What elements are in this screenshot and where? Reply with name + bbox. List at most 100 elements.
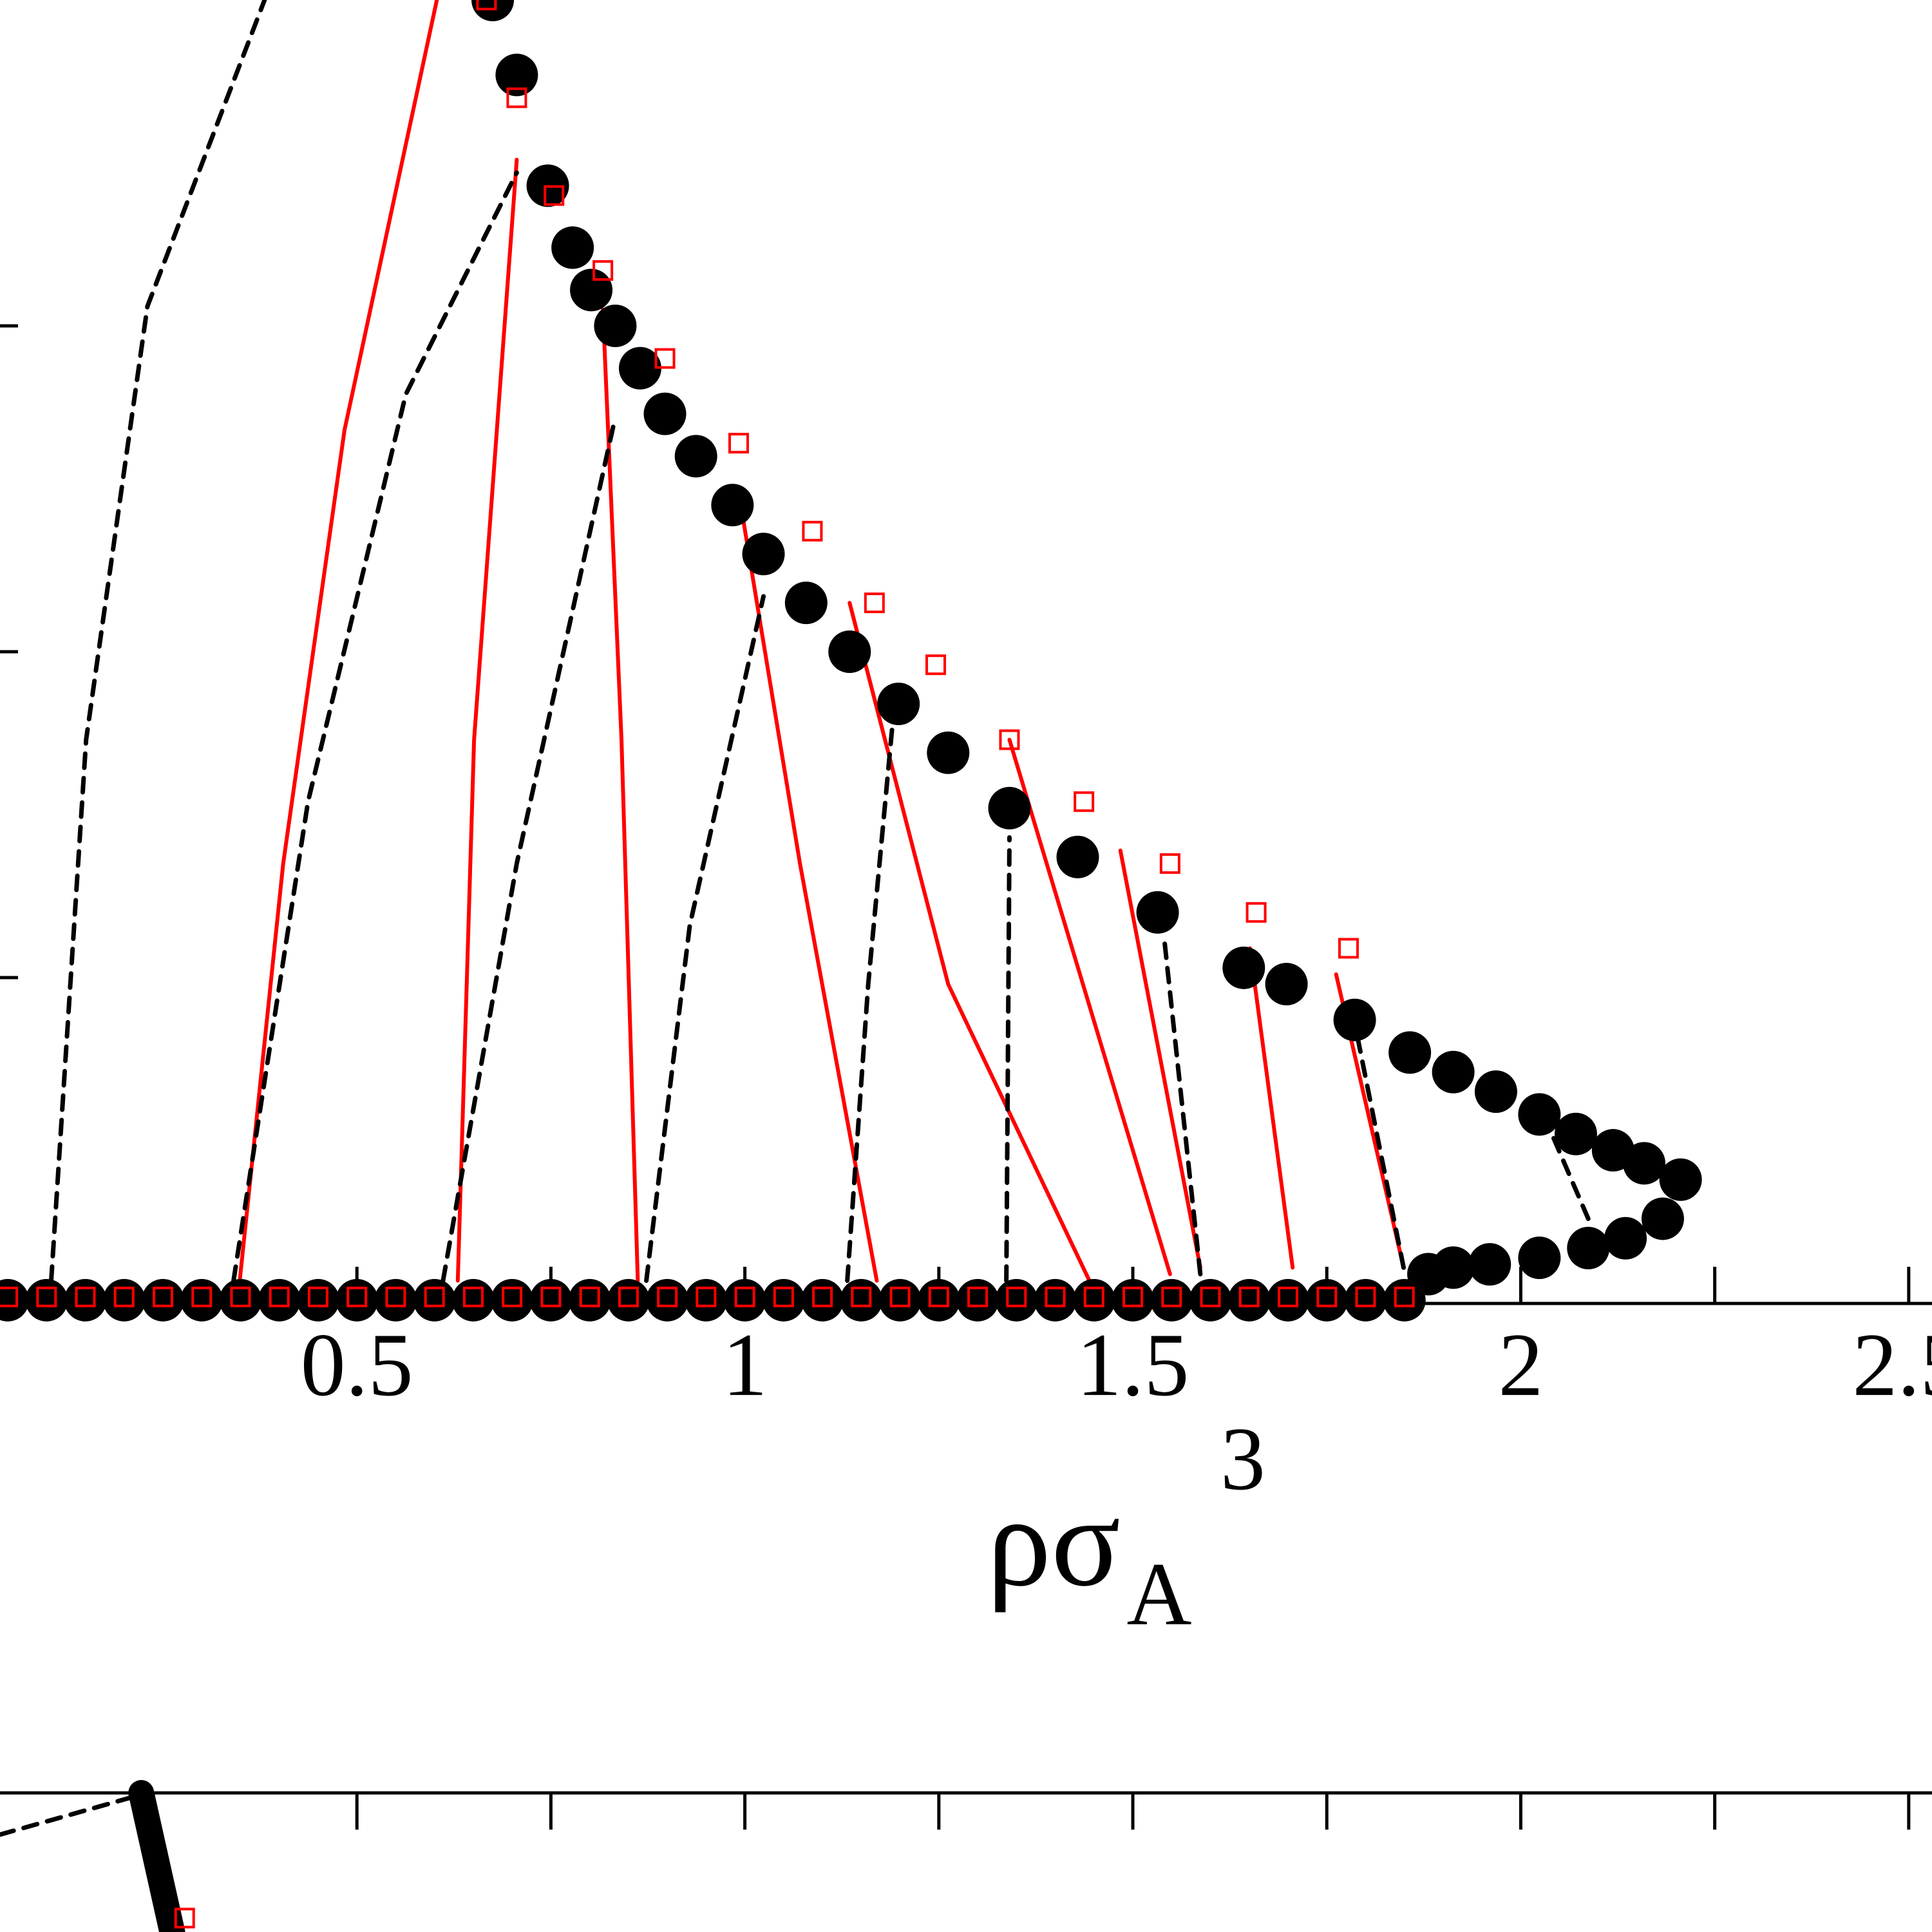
circle-point	[1474, 1070, 1517, 1113]
circle-point	[878, 1278, 922, 1321]
square-point	[802, 520, 823, 542]
square-point	[174, 1908, 195, 1929]
circle-point	[607, 1278, 650, 1321]
square-point	[1355, 1286, 1376, 1307]
circle-point	[1333, 998, 1376, 1041]
solid-line	[1118, 848, 1202, 1270]
circle-point	[0, 1278, 30, 1321]
x-tick-label: 2	[1498, 1315, 1543, 1415]
circle-point	[1567, 1226, 1610, 1269]
circle-point	[643, 392, 687, 435]
square-point	[592, 260, 614, 281]
circle-point	[1150, 1278, 1193, 1321]
square-point	[864, 592, 885, 614]
square-point	[191, 1286, 213, 1307]
circle-point	[336, 1278, 379, 1321]
square-point	[1238, 1286, 1260, 1307]
circle-point	[917, 1278, 960, 1321]
square-point	[424, 1286, 445, 1307]
dashed-line	[1004, 835, 1012, 1283]
circle-point	[1623, 1142, 1666, 1185]
circle-point	[1305, 1278, 1349, 1321]
square-point	[654, 348, 676, 369]
circle-point	[1267, 1278, 1309, 1321]
dashed-line	[440, 415, 618, 1283]
dashed-line	[231, 170, 519, 1283]
square-point	[1074, 791, 1095, 812]
square-point	[1122, 1286, 1144, 1307]
circle-point	[674, 435, 717, 478]
square-point	[502, 1286, 523, 1307]
square-point	[385, 1286, 406, 1307]
solid-line	[455, 157, 519, 1283]
circle-point	[784, 582, 828, 625]
square-point	[346, 1286, 368, 1307]
circle-point	[1554, 1112, 1597, 1155]
square-point	[1278, 1286, 1298, 1307]
circle-point	[296, 1278, 339, 1321]
square-point	[812, 1286, 833, 1307]
circle-point	[1604, 1217, 1647, 1260]
square-point	[728, 433, 749, 454]
circle-point	[594, 305, 637, 347]
square-point	[928, 1286, 949, 1307]
circle-point	[801, 1278, 844, 1321]
circle-point	[840, 1278, 883, 1321]
square-point	[1316, 1286, 1338, 1307]
circle-point	[1432, 1050, 1475, 1094]
dashed-line	[1549, 1132, 1591, 1221]
square-point	[36, 1286, 57, 1307]
circle-point	[1136, 891, 1179, 934]
square-point	[0, 1286, 19, 1307]
circle-point	[102, 1278, 146, 1321]
dashed-line	[1352, 1021, 1406, 1270]
square-point	[657, 1286, 678, 1307]
square-point	[851, 1286, 872, 1307]
circle-point	[551, 226, 594, 269]
circle-point	[1222, 946, 1265, 989]
circle-point	[618, 346, 661, 390]
square-point	[540, 1286, 562, 1307]
square-point	[1083, 1286, 1104, 1307]
circle-point	[988, 786, 1031, 829]
solid-line	[1247, 946, 1295, 1270]
square-point	[269, 1286, 290, 1307]
circle-point	[491, 1278, 534, 1321]
square-point	[506, 87, 527, 108]
circle-point	[828, 630, 871, 673]
dashed-line	[1161, 933, 1203, 1276]
x-axis-label: ρσ	[987, 1471, 1121, 1613]
circle-point	[180, 1278, 223, 1321]
dashed-line	[845, 724, 895, 1283]
square-point	[544, 185, 565, 206]
circle-point	[413, 1278, 456, 1321]
circle-point	[1641, 1197, 1684, 1240]
square-point	[999, 729, 1020, 750]
circle-point	[64, 1278, 107, 1321]
square-point	[579, 1286, 600, 1307]
square-point	[734, 1286, 755, 1307]
circle-point	[1056, 835, 1099, 878]
square-point	[462, 1286, 484, 1307]
square-point	[773, 1286, 794, 1307]
x-tick-label: 1	[723, 1315, 768, 1415]
circle-point	[1388, 1031, 1432, 1074]
square-point	[696, 1286, 717, 1307]
square-point	[1045, 1286, 1066, 1307]
square-point	[307, 1286, 328, 1307]
dashed-line	[644, 594, 766, 1283]
circle-point	[995, 1278, 1038, 1321]
circle-point	[1112, 1278, 1155, 1321]
circle-point	[1344, 1278, 1387, 1321]
x-axis-label-subscript: A	[1126, 1544, 1191, 1644]
circle-point	[1659, 1158, 1702, 1201]
thick-line	[128, 1780, 185, 1932]
dashed-line	[49, 0, 267, 1283]
circle-point	[471, 0, 515, 21]
circle-point	[142, 1278, 185, 1321]
square-point	[1159, 853, 1180, 874]
circle-point	[570, 269, 613, 312]
square-point	[1394, 1286, 1415, 1307]
square-point	[1338, 938, 1359, 959]
